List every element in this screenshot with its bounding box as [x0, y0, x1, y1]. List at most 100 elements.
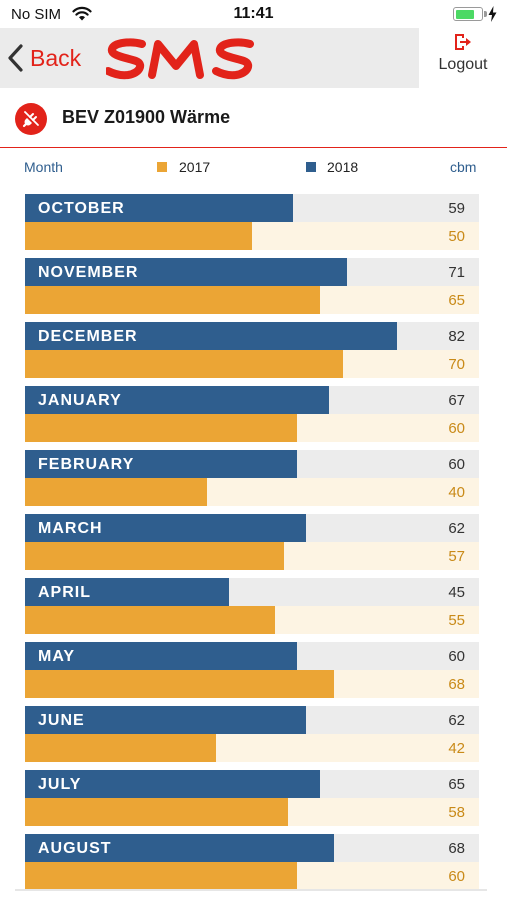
track-2018: JULY 65 [25, 770, 479, 798]
track-2018: APRIL 45 [25, 578, 479, 606]
logout-icon [455, 34, 471, 50]
bar-2017 [25, 350, 343, 378]
track-2017: 40 [25, 478, 479, 506]
value-label-2017: 58 [448, 804, 465, 821]
value-label-2018: 62 [448, 712, 465, 729]
month-row-may: MAY 60 68 [25, 642, 479, 699]
track-2018: MARCH 62 [25, 514, 479, 542]
value-label-2018: 67 [448, 392, 465, 409]
legend-month-label: Month [24, 159, 63, 175]
value-label-2017: 40 [448, 484, 465, 501]
back-label: Back [30, 44, 82, 71]
bar-2018 [25, 514, 307, 542]
bottom-divider [15, 889, 487, 891]
value-label-2017: 65 [448, 292, 465, 309]
status-bar: No SIM 11:41 [0, 0, 507, 28]
bar-2017 [25, 478, 207, 506]
sms-logo [106, 38, 254, 80]
value-label-2017: 50 [448, 228, 465, 245]
month-row-june: JUNE 62 42 [25, 706, 479, 763]
month-row-december: DECEMBER 82 70 [25, 322, 479, 379]
track-2017: 55 [25, 606, 479, 634]
legend-label-2017: 2017 [179, 159, 211, 175]
track-2017: 58 [25, 798, 479, 826]
bar-2018 [25, 450, 298, 478]
value-label-2017: 57 [448, 548, 465, 565]
bar-2018 [25, 642, 298, 670]
month-label: AUGUST [38, 840, 112, 857]
track-2017: 60 [25, 862, 479, 890]
meter-plug-icon [15, 103, 47, 135]
track-2018: AUGUST 68 [25, 834, 479, 862]
header-divider [0, 147, 507, 148]
clock: 11:41 [233, 5, 274, 22]
month-row-april: APRIL 45 55 [25, 578, 479, 635]
value-label-2018: 62 [448, 520, 465, 537]
month-label: OCTOBER [38, 200, 125, 217]
bar-2018 [25, 706, 307, 734]
track-2018: JUNE 62 [25, 706, 479, 734]
bar-2017 [25, 414, 298, 442]
bar-2017 [25, 862, 298, 890]
month-label: MARCH [38, 520, 103, 537]
value-label-2017: 60 [448, 420, 465, 437]
month-row-november: NOVEMBER 71 65 [25, 258, 479, 315]
bar-2017 [25, 542, 284, 570]
track-2018: DECEMBER 82 [25, 322, 479, 350]
value-label-2018: 60 [448, 648, 465, 665]
track-2018: FEBRUARY 60 [25, 450, 479, 478]
value-label-2018: 82 [448, 328, 465, 345]
nav-bar: Back [0, 28, 419, 88]
month-label: FEBRUARY [38, 456, 135, 473]
chart-legend: Month 2017 2018 cbm [0, 156, 507, 180]
meter-header: BEV Z01900 Wärme [0, 96, 507, 142]
legend-swatch-2017 [157, 162, 167, 172]
bar-2018 [25, 322, 398, 350]
track-2017: 68 [25, 670, 479, 698]
track-2017: 65 [25, 286, 479, 314]
month-label: DECEMBER [38, 328, 138, 345]
track-2018: OCTOBER 59 [25, 194, 479, 222]
value-label-2018: 71 [448, 264, 465, 281]
track-2017: 60 [25, 414, 479, 442]
wifi-icon [72, 6, 92, 21]
track-2017: 42 [25, 734, 479, 762]
logout-label: Logout [438, 56, 488, 73]
bar-2017 [25, 734, 216, 762]
track-2018: JANUARY 67 [25, 386, 479, 414]
value-label-2018: 59 [448, 200, 465, 217]
bar-2018 [25, 834, 334, 862]
month-label: JULY [38, 776, 82, 793]
value-label-2018: 45 [448, 584, 465, 601]
month-label: JANUARY [38, 392, 122, 409]
logout-button[interactable]: Logout [419, 32, 507, 74]
month-row-january: JANUARY 67 60 [25, 386, 479, 443]
value-label-2018: 60 [448, 456, 465, 473]
value-label-2017: 55 [448, 612, 465, 629]
value-label-2017: 70 [448, 356, 465, 373]
month-row-october: OCTOBER 59 50 [25, 194, 479, 251]
chevron-left-icon [8, 44, 23, 72]
month-label: NOVEMBER [38, 264, 139, 281]
bar-2017 [25, 222, 252, 250]
bar-2018 [25, 258, 348, 286]
bar-2018 [25, 194, 293, 222]
bar-2018 [25, 386, 330, 414]
carrier-label: No SIM [11, 6, 62, 23]
charging-bolt-icon [488, 6, 497, 22]
month-row-february: FEBRUARY 60 40 [25, 450, 479, 507]
month-row-august: AUGUST 68 60 [25, 834, 479, 891]
value-label-2017: 42 [448, 740, 465, 757]
back-button[interactable]: Back [6, 40, 81, 76]
month-label: APRIL [38, 584, 91, 601]
consumption-chart: OCTOBER 59 50 NOVEMBER 71 65 DECEMBER 82 70 JANUA… [25, 194, 479, 898]
bar-2017 [25, 670, 334, 698]
track-2018: NOVEMBER 71 [25, 258, 479, 286]
meter-title: BEV Z01900 Wärme [62, 107, 231, 127]
bar-2017 [25, 286, 321, 314]
legend-swatch-2018 [306, 162, 316, 172]
bar-2018 [25, 770, 321, 798]
value-label-2018: 65 [448, 776, 465, 793]
track-2017: 70 [25, 350, 479, 378]
bar-2017 [25, 606, 275, 634]
